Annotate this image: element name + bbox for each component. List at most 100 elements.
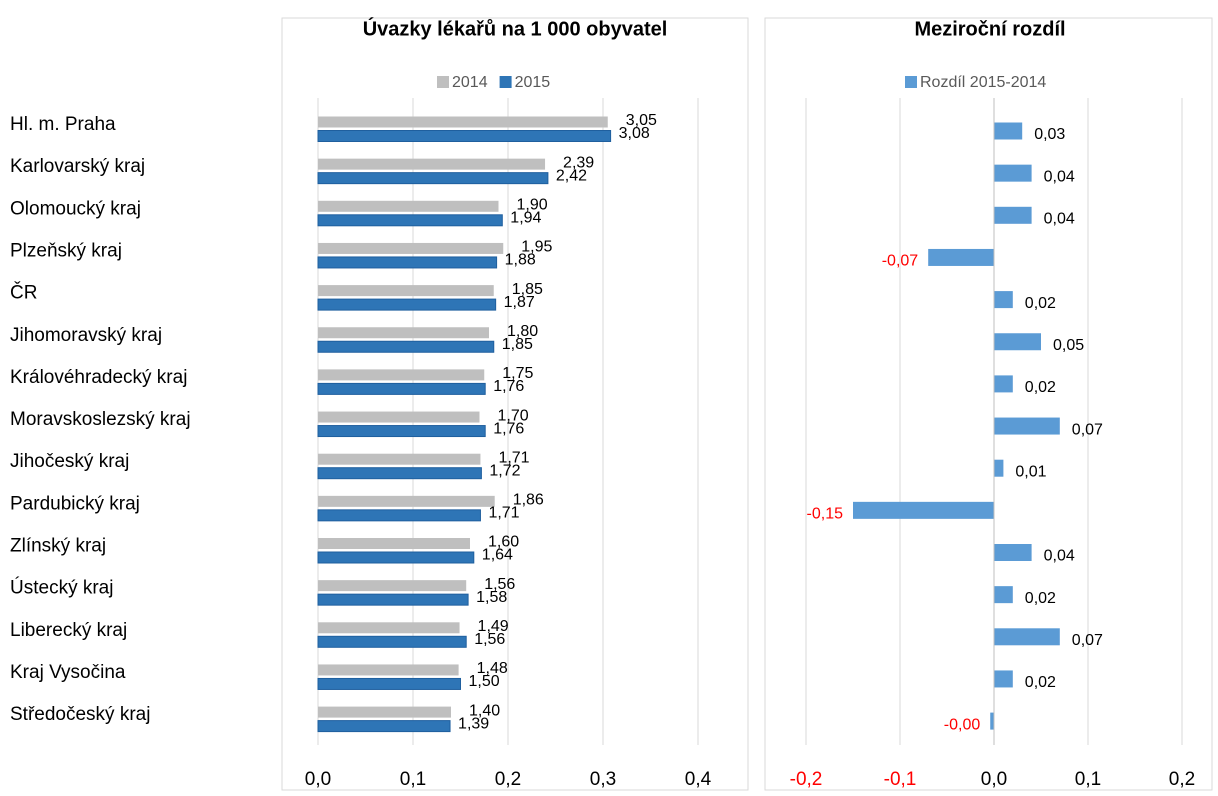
data-label: 2,42 xyxy=(556,167,587,184)
bar xyxy=(317,425,486,438)
bar xyxy=(317,214,503,227)
chart-title: Úvazky lékařů na 1 000 obyvatel xyxy=(363,16,668,40)
x-tick-label: -0,2 xyxy=(790,769,823,790)
data-label: 1,85 xyxy=(502,336,533,353)
data-label: 1,49 xyxy=(478,618,509,635)
data-label: -0,15 xyxy=(807,506,844,523)
bar xyxy=(994,375,1013,393)
data-label: 1,76 xyxy=(493,420,524,437)
legend-label: 2015 xyxy=(515,74,551,91)
data-label: 1,58 xyxy=(476,589,507,606)
bar xyxy=(318,453,481,465)
bar xyxy=(318,369,485,381)
category-label: Kraj Vysočina xyxy=(10,662,126,683)
bar xyxy=(994,670,1013,688)
bar xyxy=(994,206,1032,224)
x-tick-label: 0,0 xyxy=(981,769,1007,790)
bar xyxy=(318,200,499,212)
bar xyxy=(318,411,480,423)
data-label: 1,56 xyxy=(484,576,515,593)
bar xyxy=(317,635,467,648)
x-tick-label: 0,1 xyxy=(400,769,426,790)
data-label: 0,02 xyxy=(1025,674,1056,691)
bar xyxy=(318,285,494,297)
data-label: 1,40 xyxy=(469,702,500,719)
data-label: 0,04 xyxy=(1044,168,1075,185)
data-label: -0,00 xyxy=(944,716,981,733)
bar xyxy=(994,586,1013,604)
data-label: 1,60 xyxy=(488,534,519,551)
bar xyxy=(317,130,612,142)
data-label: 1,76 xyxy=(493,378,524,395)
bar xyxy=(318,538,470,549)
bar xyxy=(317,298,497,311)
category-label: Zlínský kraj xyxy=(10,536,106,557)
category-label: Plzeňský kraj xyxy=(10,240,122,261)
category-label: Hl. m. Praha xyxy=(10,114,116,135)
data-label: 1,70 xyxy=(498,407,529,424)
category-label: Středočeský kraj xyxy=(10,704,150,725)
bar xyxy=(994,628,1060,646)
bar xyxy=(994,417,1060,435)
data-label: 1,95 xyxy=(521,239,552,256)
bar xyxy=(317,340,495,353)
data-label: 2,39 xyxy=(563,154,594,171)
data-label: 0,02 xyxy=(1025,590,1056,607)
data-label: 0,04 xyxy=(1044,211,1075,228)
data-label: 1,48 xyxy=(477,660,508,677)
bar xyxy=(990,712,994,730)
category-label: Jihomoravský kraj xyxy=(10,325,162,346)
bar xyxy=(317,677,461,690)
bar xyxy=(317,172,549,185)
x-tick-label: 0,3 xyxy=(590,769,616,790)
data-label: 0,03 xyxy=(1034,126,1065,143)
bar xyxy=(317,720,451,733)
bar xyxy=(317,467,482,480)
category-label: Královéhradecký kraj xyxy=(10,367,187,388)
bar xyxy=(318,664,459,676)
category-label: Pardubický kraj xyxy=(10,493,140,514)
data-label: 1,75 xyxy=(502,365,533,382)
category-label: Moravskoslezský kraj xyxy=(10,409,191,430)
data-label: 1,71 xyxy=(498,449,529,466)
data-label: 1,88 xyxy=(505,252,536,269)
data-label: 0,07 xyxy=(1072,421,1103,438)
category-label: Olomoucký kraj xyxy=(10,198,141,219)
data-label: 0,04 xyxy=(1044,548,1075,565)
category-label: Jihočeský kraj xyxy=(10,451,129,472)
panel-frame xyxy=(764,17,1213,791)
category-label: Liberecký kraj xyxy=(10,620,127,641)
bar xyxy=(318,116,608,128)
bar xyxy=(318,706,451,718)
data-label: 1,87 xyxy=(504,294,535,311)
bar xyxy=(317,256,498,269)
bar xyxy=(318,327,489,339)
data-label: 0,02 xyxy=(1025,379,1056,396)
bar xyxy=(318,495,495,507)
legend-label: Rozdíl 2015-2014 xyxy=(920,74,1046,91)
bar xyxy=(994,459,1004,477)
category-label: Karlovarský kraj xyxy=(10,156,145,177)
panel-frame xyxy=(281,17,749,791)
bar xyxy=(317,509,481,522)
legend-swatch xyxy=(437,76,449,88)
data-label: 0,01 xyxy=(1015,463,1046,480)
data-label: 3,08 xyxy=(619,125,650,142)
x-tick-label: 0,4 xyxy=(685,769,712,790)
bar xyxy=(994,544,1032,561)
legend-swatch xyxy=(499,76,512,88)
x-tick-label: 0,2 xyxy=(495,769,521,790)
legend-swatch xyxy=(905,76,917,88)
data-label: 1,71 xyxy=(488,505,519,522)
data-label: 1,86 xyxy=(513,492,544,509)
bar xyxy=(317,382,486,395)
chart-title: Meziroční rozdíl xyxy=(914,18,1065,40)
data-label: 1,64 xyxy=(482,547,513,564)
bar xyxy=(318,242,504,254)
bar xyxy=(994,122,1023,140)
data-label: 0,07 xyxy=(1072,632,1103,649)
data-label: 1,56 xyxy=(474,631,505,648)
bar xyxy=(317,593,469,606)
